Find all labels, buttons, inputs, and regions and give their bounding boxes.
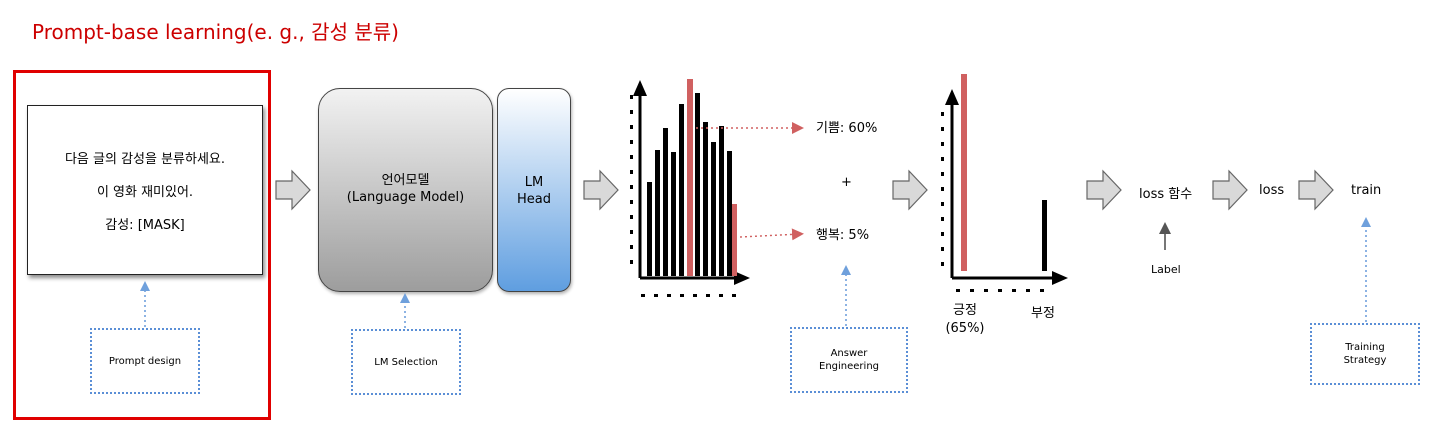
happy-pointer xyxy=(739,228,804,241)
label-text: Label xyxy=(1151,263,1181,276)
lm-selection-box: LM Selection xyxy=(351,329,461,395)
answer-engineering-label: Answer Engineering xyxy=(819,347,879,373)
loss-function-label: loss 함수 xyxy=(1139,187,1193,202)
prompt-box: 다음 글의 감성을 분류하세요. 이 영화 재미있어. 감성: [MASK] xyxy=(27,105,263,275)
flow-arrow-3 xyxy=(892,169,928,211)
positive-line-1: 긍정 xyxy=(953,303,977,318)
prompt-line-3: 감성: [MASK] xyxy=(105,217,185,233)
answer-happy: 행복: 5% xyxy=(816,228,870,243)
dist-bar xyxy=(671,152,676,276)
answer-plus: + xyxy=(841,175,852,190)
positive-label: 긍정 (65%) xyxy=(943,302,987,337)
prompt-line-2: 이 영화 재미있어. xyxy=(96,184,194,200)
score-x-arrow xyxy=(1052,271,1068,285)
lm-head-line-1: LM xyxy=(524,175,544,190)
lm-head-line-2: Head xyxy=(517,191,551,207)
answer-joy: 기쁨: 60% xyxy=(816,121,878,136)
lm-selection-label: LM Selection xyxy=(374,356,438,368)
vocab-distribution-chart xyxy=(630,79,804,297)
flow-arrow-2 xyxy=(583,169,619,211)
lm-line-1: 언어모델 xyxy=(381,173,430,189)
training-strategy-line-2: Strategy xyxy=(1343,355,1387,366)
train-label: train xyxy=(1351,183,1382,198)
lm-line-2: (Language Model) xyxy=(346,190,465,205)
answer-engineering-line-1: Answer xyxy=(830,348,868,359)
flow-arrow-1 xyxy=(275,169,311,211)
score-bar-positive xyxy=(961,74,967,271)
dist-x-arrow xyxy=(734,271,750,285)
dist-bar xyxy=(711,142,716,276)
flow-arrow-6 xyxy=(1298,169,1334,211)
dist-bar xyxy=(663,128,668,276)
answer-engineering-line-2: Engineering xyxy=(819,361,879,372)
language-model-box: 언어모델 (Language Model) xyxy=(318,88,493,292)
dist-bar-happy xyxy=(732,204,737,276)
negative-label: 부정 xyxy=(1031,306,1055,321)
dist-bar xyxy=(647,182,652,276)
prompt-section-frame xyxy=(13,70,271,420)
training-strategy-box: Training Strategy xyxy=(1310,323,1420,385)
dist-y-arrow xyxy=(633,80,647,96)
answer-engineering-box: Answer Engineering xyxy=(790,327,908,393)
loss-label: loss xyxy=(1259,183,1285,198)
dist-bar xyxy=(695,93,700,276)
score-bar-negative xyxy=(1042,200,1047,271)
prompt-line-1: 다음 글의 감성을 분류하세요. xyxy=(64,151,226,167)
dist-bar xyxy=(727,151,732,276)
training-strategy-line-1: Training xyxy=(1345,342,1385,353)
flow-arrow-5 xyxy=(1212,169,1248,211)
training-strategy-label: Training Strategy xyxy=(1344,341,1387,367)
label-score-chart xyxy=(941,74,1068,292)
page-title: Prompt-base learning(e. g., 감성 분류) xyxy=(32,20,399,44)
dist-bar-joy xyxy=(687,79,693,276)
dist-bar xyxy=(719,126,724,276)
prompt-design-box: Prompt design xyxy=(90,328,200,394)
dist-bar xyxy=(703,122,708,276)
positive-line-2: (65%) xyxy=(945,320,985,336)
dist-bar xyxy=(679,104,684,276)
dist-bar xyxy=(655,150,660,276)
flow-arrow-4 xyxy=(1086,169,1122,211)
score-y-arrow xyxy=(945,89,959,105)
lm-head-box: LM Head xyxy=(497,88,571,292)
prompt-design-label: Prompt design xyxy=(108,355,182,367)
